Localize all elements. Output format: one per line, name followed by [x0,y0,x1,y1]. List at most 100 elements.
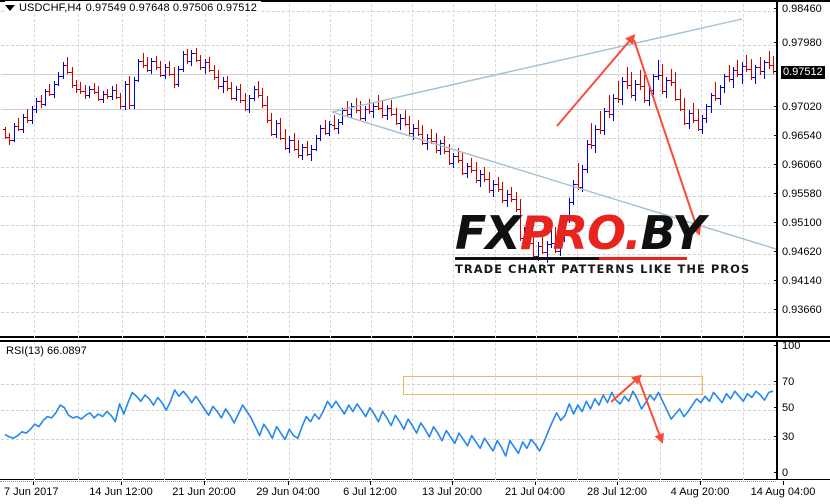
candlestick-bar [669,68,674,87]
bar-open-tick [625,81,627,83]
bar-open-tick [287,147,289,149]
bar-open-tick [189,61,191,63]
rsi-line [4,389,774,457]
candlestick-bar [651,73,656,96]
rsi-time-gridline-minor [78,343,79,480]
candlestick-bar [43,88,48,107]
time-gridline [618,4,619,338]
candlestick-bar [7,132,12,145]
bar-wick [751,58,752,80]
candlestick-bar [434,132,439,153]
bar-wick [520,199,521,241]
bar-open-tick [514,199,516,201]
candlestick-bar [354,97,359,113]
bar-open-tick [96,91,98,93]
bar-open-tick [114,90,116,91]
candlestick-bar [438,140,443,156]
candlestick-bar [96,86,101,102]
bar-open-tick [585,169,587,171]
rsi-time-gridline [122,343,123,480]
candlestick-bar [252,86,257,102]
rsi-axis-labels[interactable]: 100 70 50 30 0 [774,340,830,480]
candlestick-bar [234,86,239,102]
bar-wick [742,62,743,84]
time-axis[interactable]: 7 Jun 2017 14 Jun 12:00 21 Jun 20:00 29 Jun… [0,481,830,504]
bar-open-tick [172,73,174,75]
time-gridline-minor [247,4,248,338]
bar-open-tick [247,108,249,110]
candlestick-bar [256,81,261,98]
bar-open-tick [478,180,480,182]
candlestick-bar [722,73,727,93]
candlestick-bar [305,141,310,157]
bar-open-tick [21,128,23,130]
bar-open-tick [278,123,280,125]
time-tick-label: 13 Jul 20:00 [422,486,482,498]
tick-text: 100 [782,340,801,352]
candlestick-bar [118,92,123,109]
price-plot-area[interactable] [1,4,776,338]
bar-open-tick [460,160,462,162]
candlestick-bar [385,105,390,121]
bar-wick [112,86,113,101]
bar-wick [285,128,286,151]
candlestick-bar [571,180,576,206]
bar-open-tick [332,124,334,126]
rsi-time-gridline-minor [412,343,413,480]
bar-wick [191,49,192,67]
bar-open-tick [474,170,476,172]
dropdown-caret-icon[interactable] [5,4,15,11]
candlestick-bar [522,226,527,250]
price-axis-labels[interactable]: 0.98460 0.97980 0.97512 0.97020 0.96540 0.960… [774,0,830,338]
candlestick-bar [638,69,643,90]
bar-open-tick [136,79,138,81]
rsi-plot-area[interactable] [1,343,776,480]
bar-open-tick [620,98,622,100]
tick-mark [774,193,778,194]
tick-text: 0.95580 [782,188,822,200]
candlestick-bar [278,118,283,141]
bar-open-tick [429,137,431,139]
bar-open-tick [83,90,85,92]
candlestick-bar [403,110,408,127]
bar-open-tick [367,109,369,111]
candlestick-bar [34,97,39,113]
bar-wick [18,117,19,131]
bar-wick [320,125,321,141]
symbol-header[interactable]: USDCHF,H4 0.97549 0.97648 0.97506 0.9751… [5,1,261,14]
candlestick-bar [553,226,558,254]
bar-wick [400,113,401,131]
bar-close-tick [170,73,172,75]
bar-open-tick [713,95,715,97]
candlestick-bar [735,59,740,78]
rsi-overbought-zone [403,376,703,395]
bar-wick [165,63,166,79]
bar-open-tick [611,113,613,115]
tick-mark [774,407,778,408]
bar-open-tick [553,243,555,244]
bar-wick [325,120,326,136]
bar-open-tick [718,97,720,99]
bar-wick [529,221,530,246]
bar-wick [49,83,50,97]
time-gridline [453,4,454,338]
candlestick-bar [203,58,208,74]
bar-open-tick [576,184,578,186]
bar-open-tick [87,95,89,97]
candlestick-bar [309,145,314,162]
candlestick-bar [700,115,705,134]
bar-wick [307,141,308,157]
candlestick-bar [260,87,265,108]
time-tick-label: 7 Jun 2017 [4,486,59,498]
candlestick-bar [12,122,17,143]
bar-open-tick [305,147,307,149]
bar-open-tick [105,93,107,95]
bar-open-tick [39,101,41,103]
bar-open-tick [722,87,724,89]
bar-wick [671,68,672,87]
bar-open-tick [660,74,662,76]
bar-open-tick [70,71,72,73]
bar-close-tick [161,74,163,76]
bar-open-tick [394,113,396,115]
candlestick-bar [3,127,8,139]
